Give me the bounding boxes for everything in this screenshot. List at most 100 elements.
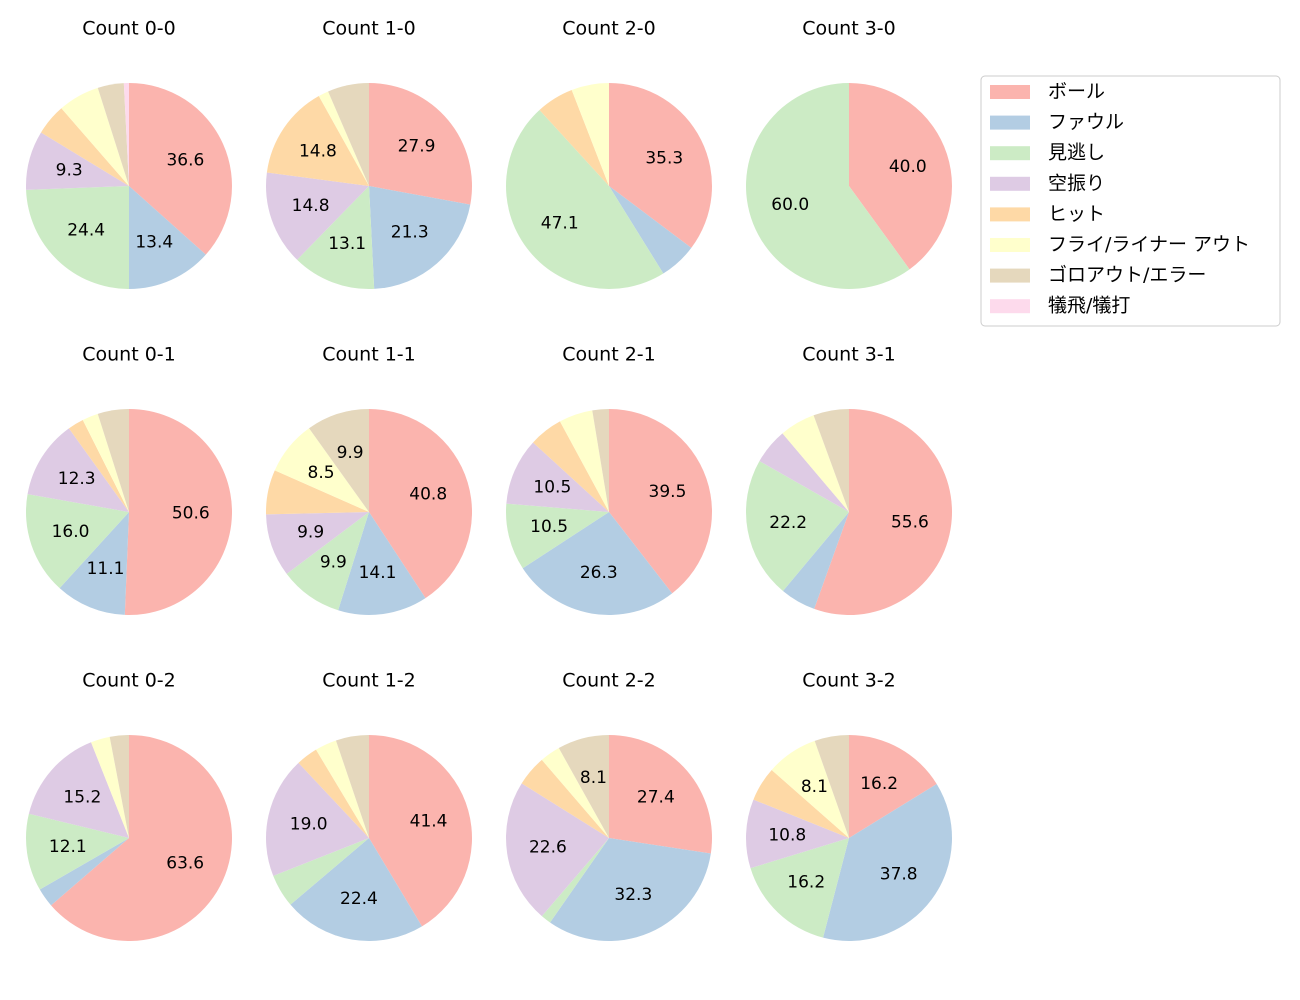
pie-slice xyxy=(309,409,369,512)
slice-label: 36.6 xyxy=(166,151,204,171)
pie-slice xyxy=(759,433,849,512)
pie-slice xyxy=(571,83,609,186)
chart-title: Count 3-2 xyxy=(802,670,896,692)
pie-slice xyxy=(59,512,130,615)
legend-swatch xyxy=(990,299,1030,314)
pie-slice xyxy=(51,735,232,941)
legend-swatch xyxy=(990,85,1030,99)
pie-slice xyxy=(609,186,692,274)
slice-label: 50.6 xyxy=(172,503,210,523)
slice-label: 32.3 xyxy=(614,885,652,905)
slice-label: 19.0 xyxy=(290,815,328,835)
legend-label: ファウル xyxy=(1048,111,1124,133)
pie-slice xyxy=(753,769,849,838)
pie-slice xyxy=(814,735,849,838)
pie-slice xyxy=(266,762,369,876)
pie-slice xyxy=(782,415,849,512)
slice-label: 24.4 xyxy=(67,221,105,241)
pie-slice xyxy=(97,83,129,186)
legend-label: 犠飛/犠打 xyxy=(1048,295,1130,317)
pie-slice xyxy=(369,83,472,205)
slice-label: 26.3 xyxy=(580,563,618,583)
pie-slice xyxy=(28,742,129,838)
slice-label: 9.9 xyxy=(320,552,347,572)
pie-slice xyxy=(849,735,937,838)
slice-label: 55.6 xyxy=(891,513,929,533)
pie-slice xyxy=(266,172,369,260)
chart-title: Count 1-0 xyxy=(322,18,416,40)
pie-slice xyxy=(123,83,129,186)
pie-slice xyxy=(823,783,953,942)
pie-slice xyxy=(82,413,129,512)
legend-swatch xyxy=(990,238,1030,252)
slice-label: 37.8 xyxy=(880,865,918,885)
slice-label: 8.1 xyxy=(580,768,607,788)
slice-label: 16.0 xyxy=(52,522,90,542)
chart-title: Count 0-0 xyxy=(82,18,176,40)
slice-label: 13.1 xyxy=(328,234,366,254)
slice-label: 15.2 xyxy=(63,787,101,807)
pie-slice xyxy=(814,409,952,615)
slice-label: 39.5 xyxy=(649,482,687,502)
pie-slice xyxy=(559,410,609,512)
pie-slice xyxy=(297,186,375,289)
pie-slice xyxy=(25,132,129,190)
legend-label: フライ/ライナー アウト xyxy=(1048,234,1250,256)
pie-slice xyxy=(286,512,369,611)
pie-slice xyxy=(369,735,473,927)
pie-slice xyxy=(539,89,609,186)
pie-slice xyxy=(41,108,129,186)
slice-label: 14.8 xyxy=(299,141,337,161)
slice-label: 10.5 xyxy=(530,517,568,537)
pie-slice xyxy=(522,512,673,616)
pie-slice xyxy=(68,419,129,512)
pie-slice xyxy=(25,813,129,890)
pie-slice xyxy=(129,83,233,255)
pie-slice xyxy=(609,409,713,594)
pie-slice xyxy=(506,503,609,569)
pie-slice xyxy=(506,783,609,917)
slice-label: 21.3 xyxy=(391,222,429,242)
pie-slice xyxy=(39,838,129,906)
legend-swatch xyxy=(990,146,1030,161)
pie-slice xyxy=(533,421,609,512)
pie-slice xyxy=(26,186,130,289)
pie-slice xyxy=(746,799,849,869)
slice-label: 12.3 xyxy=(58,469,96,489)
pie-slice xyxy=(609,735,712,854)
legend-swatch xyxy=(990,207,1030,222)
pie-slice xyxy=(369,186,471,289)
pie-slice xyxy=(813,409,849,512)
pie-slice xyxy=(27,428,129,512)
pie-slice xyxy=(266,470,369,515)
pie-slice xyxy=(328,83,369,186)
pie-slice xyxy=(506,109,664,289)
pie-slice xyxy=(541,748,609,838)
pie-slice xyxy=(109,735,129,838)
pie-slice xyxy=(506,442,609,512)
slice-label: 14.8 xyxy=(292,196,330,216)
slice-label: 60.0 xyxy=(771,195,809,215)
pie-slice xyxy=(746,83,910,289)
pie-slice xyxy=(746,461,849,592)
pie-slice xyxy=(550,838,711,941)
slice-label: 22.6 xyxy=(529,837,567,857)
pie-slice xyxy=(266,96,369,186)
legend-label: ボール xyxy=(1048,81,1105,103)
legend-swatch xyxy=(990,176,1030,191)
pie-slice xyxy=(782,512,849,609)
legend-swatch xyxy=(990,115,1030,130)
slice-label: 9.9 xyxy=(337,443,364,463)
slice-label: 40.0 xyxy=(889,157,927,177)
slice-label: 35.3 xyxy=(645,148,683,168)
chart-title: Count 0-2 xyxy=(82,670,176,692)
pie-slice xyxy=(274,428,369,512)
pie-slice xyxy=(25,494,129,589)
chart-title: Count 1-2 xyxy=(322,670,416,692)
slice-label: 9.3 xyxy=(56,160,83,180)
slice-label: 22.2 xyxy=(769,513,807,533)
slice-label: 27.4 xyxy=(637,788,675,808)
legend-frame xyxy=(980,75,1281,327)
pie-slice xyxy=(592,409,609,512)
